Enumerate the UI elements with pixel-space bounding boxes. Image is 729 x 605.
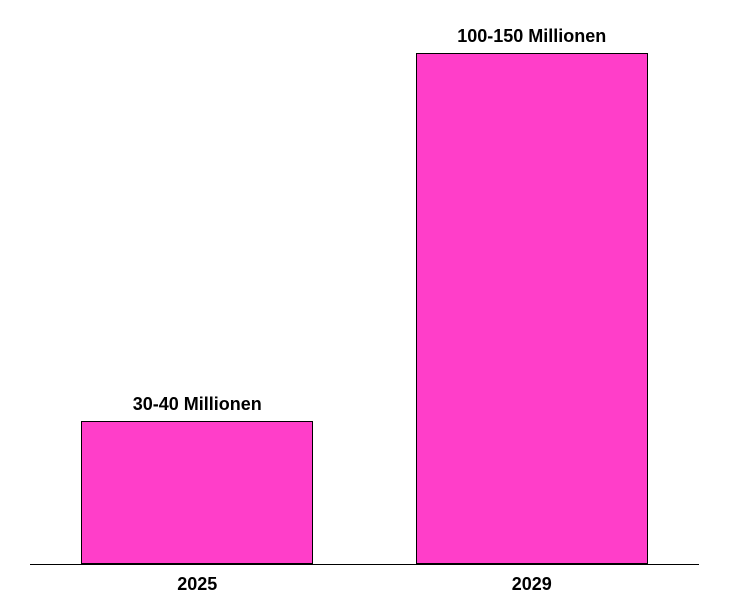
bar-chart: 30-40 Millionen 100-150 Millionen 2025 2… bbox=[0, 0, 729, 605]
bar-group-2025: 30-40 Millionen bbox=[30, 394, 365, 564]
x-label: 2029 bbox=[365, 574, 700, 595]
value-label: 100-150 Millionen bbox=[457, 26, 606, 47]
value-label: 30-40 Millionen bbox=[133, 394, 262, 415]
x-axis-labels: 2025 2029 bbox=[30, 574, 699, 595]
x-label: 2025 bbox=[30, 574, 365, 595]
plot-area: 30-40 Millionen 100-150 Millionen bbox=[30, 20, 699, 565]
bar bbox=[416, 53, 648, 564]
x-axis-line bbox=[30, 564, 699, 565]
bar bbox=[81, 421, 313, 564]
bars-group: 30-40 Millionen 100-150 Millionen bbox=[30, 20, 699, 564]
bar-group-2029: 100-150 Millionen bbox=[365, 26, 700, 564]
